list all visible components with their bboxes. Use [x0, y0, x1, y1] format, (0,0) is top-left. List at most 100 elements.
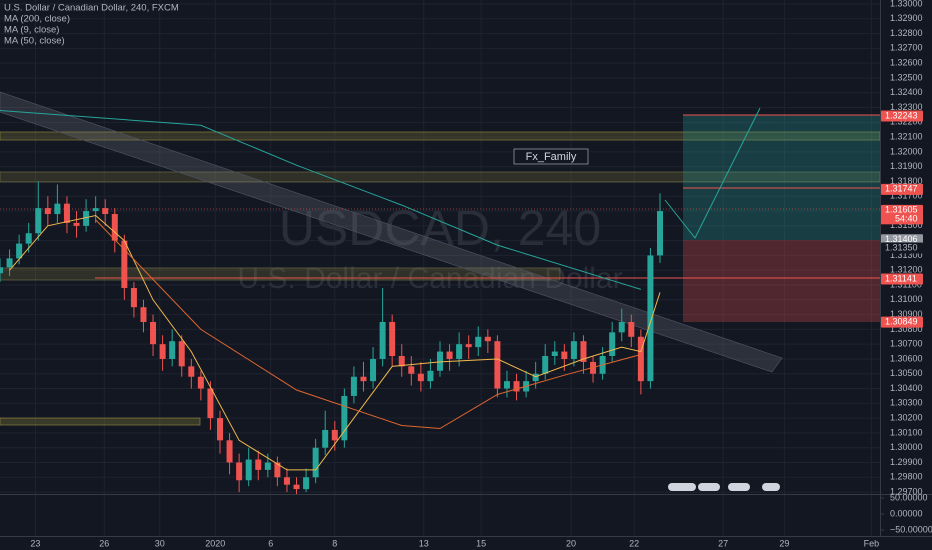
price-tag-label: 1.31350	[885, 242, 918, 252]
candle-body	[465, 344, 472, 348]
target-zone	[683, 115, 880, 240]
candle-body	[293, 484, 300, 490]
price-tag-label: 1.30849	[885, 317, 918, 327]
candle-body	[236, 462, 243, 481]
candle-body	[121, 240, 128, 288]
y-tick-label: 1.32900	[890, 13, 923, 23]
price-tag	[881, 242, 923, 254]
legend-entry[interactable]: MA (9, close)	[4, 25, 59, 36]
y-tick-label: 1.31500	[890, 220, 923, 230]
zone	[0, 267, 561, 281]
candle-body	[647, 255, 654, 382]
event-flag[interactable]	[762, 483, 780, 491]
y2-tick-label: −50.00000	[890, 524, 932, 534]
zone	[0, 417, 201, 426]
y-tick-label: 1.31800	[890, 176, 923, 186]
x-tick-label: 13	[419, 538, 429, 548]
y-tick-label: 1.32000	[890, 146, 923, 156]
candle-body	[350, 376, 357, 396]
candle-body	[44, 208, 51, 215]
x-tick-label: Feb	[864, 538, 880, 548]
trend-channel	[0, 91, 783, 373]
price-tag-label: 1.32243	[885, 110, 918, 120]
candle-body	[551, 351, 558, 357]
annotation: Fx_Family	[526, 151, 577, 163]
candle-body	[341, 395, 348, 441]
annotation-box	[513, 148, 589, 165]
candle-body	[111, 214, 118, 241]
candle-body	[561, 351, 568, 359]
y-tick-label: 1.33000	[890, 0, 923, 8]
candle-body	[54, 203, 61, 215]
y-tick-label: 1.31300	[890, 250, 923, 260]
event-flag[interactable]	[728, 483, 750, 491]
candle-body	[35, 208, 42, 234]
moving-average	[9, 214, 661, 471]
candle-body	[92, 208, 99, 212]
candle-body	[618, 321, 625, 333]
candle-body	[494, 341, 501, 389]
x-tick-label: 20	[566, 538, 576, 548]
candle-body	[130, 287, 137, 308]
candle-body	[503, 381, 510, 389]
price-tag	[881, 110, 923, 122]
candle-body	[207, 388, 214, 419]
candle-body	[456, 344, 463, 359]
x-tick-label: 30	[155, 538, 165, 548]
y-tick-label: 1.32200	[890, 117, 923, 127]
y-tick-label: 1.30100	[890, 427, 923, 437]
y-tick-label: 1.32400	[890, 87, 923, 97]
candle-body	[542, 356, 549, 374]
candle-body	[188, 366, 195, 377]
x-tick-label: 27	[718, 538, 728, 548]
candle-body	[437, 351, 443, 371]
y-tick-label: 1.32100	[890, 131, 923, 141]
y-tick-label: 1.31900	[890, 161, 923, 171]
y-tick-label: 1.32300	[890, 102, 923, 112]
legend-entry[interactable]: MA (200, close)	[4, 14, 70, 25]
price-tag	[881, 273, 923, 285]
candle-body	[178, 341, 185, 367]
legend-entry[interactable]: MA (50, close)	[4, 36, 65, 47]
y-tick-label: 1.29700	[890, 486, 923, 496]
y-tick-label: 1.29800	[890, 472, 923, 482]
candle-body	[408, 366, 415, 374]
candle-body	[226, 440, 233, 463]
moving-average	[0, 110, 642, 290]
y-tick-label: 1.32600	[890, 58, 923, 68]
candle-body	[427, 370, 434, 382]
price-tag	[881, 204, 923, 216]
y-tick-label: 1.30400	[890, 383, 923, 393]
y-tick-label: 1.30500	[890, 368, 923, 378]
y-tick-label: 1.32700	[890, 43, 923, 53]
candle-body	[63, 203, 70, 223]
candle-body	[417, 373, 424, 382]
plot	[0, 110, 663, 496]
price-tag-label: 1.31141	[885, 273, 917, 283]
candle-body	[274, 462, 281, 478]
y-tick-label: 1.30900	[890, 309, 923, 319]
candle-body	[217, 418, 223, 441]
candle-body	[6, 258, 13, 268]
candle-body	[150, 321, 157, 345]
price-tag	[881, 234, 923, 246]
candle-body	[331, 429, 338, 441]
y2-tick-label: 0.00000	[890, 508, 923, 518]
x-tick-label: 15	[476, 538, 486, 548]
projection	[664, 107, 761, 239]
candle-body	[657, 211, 663, 256]
candle-body	[0, 267, 3, 274]
legend: MA (200, close)MA (9, close)MA (50, clos…	[4, 14, 70, 47]
event-flag[interactable]	[698, 483, 720, 491]
price-tag	[881, 183, 923, 195]
candle-body	[484, 336, 491, 342]
y-tick-label: 1.30700	[890, 339, 923, 349]
candle-body	[312, 447, 319, 478]
candle-body	[446, 351, 453, 359]
stop-zone	[683, 240, 880, 322]
price-tag	[881, 316, 923, 328]
event-flag[interactable]	[668, 483, 696, 491]
